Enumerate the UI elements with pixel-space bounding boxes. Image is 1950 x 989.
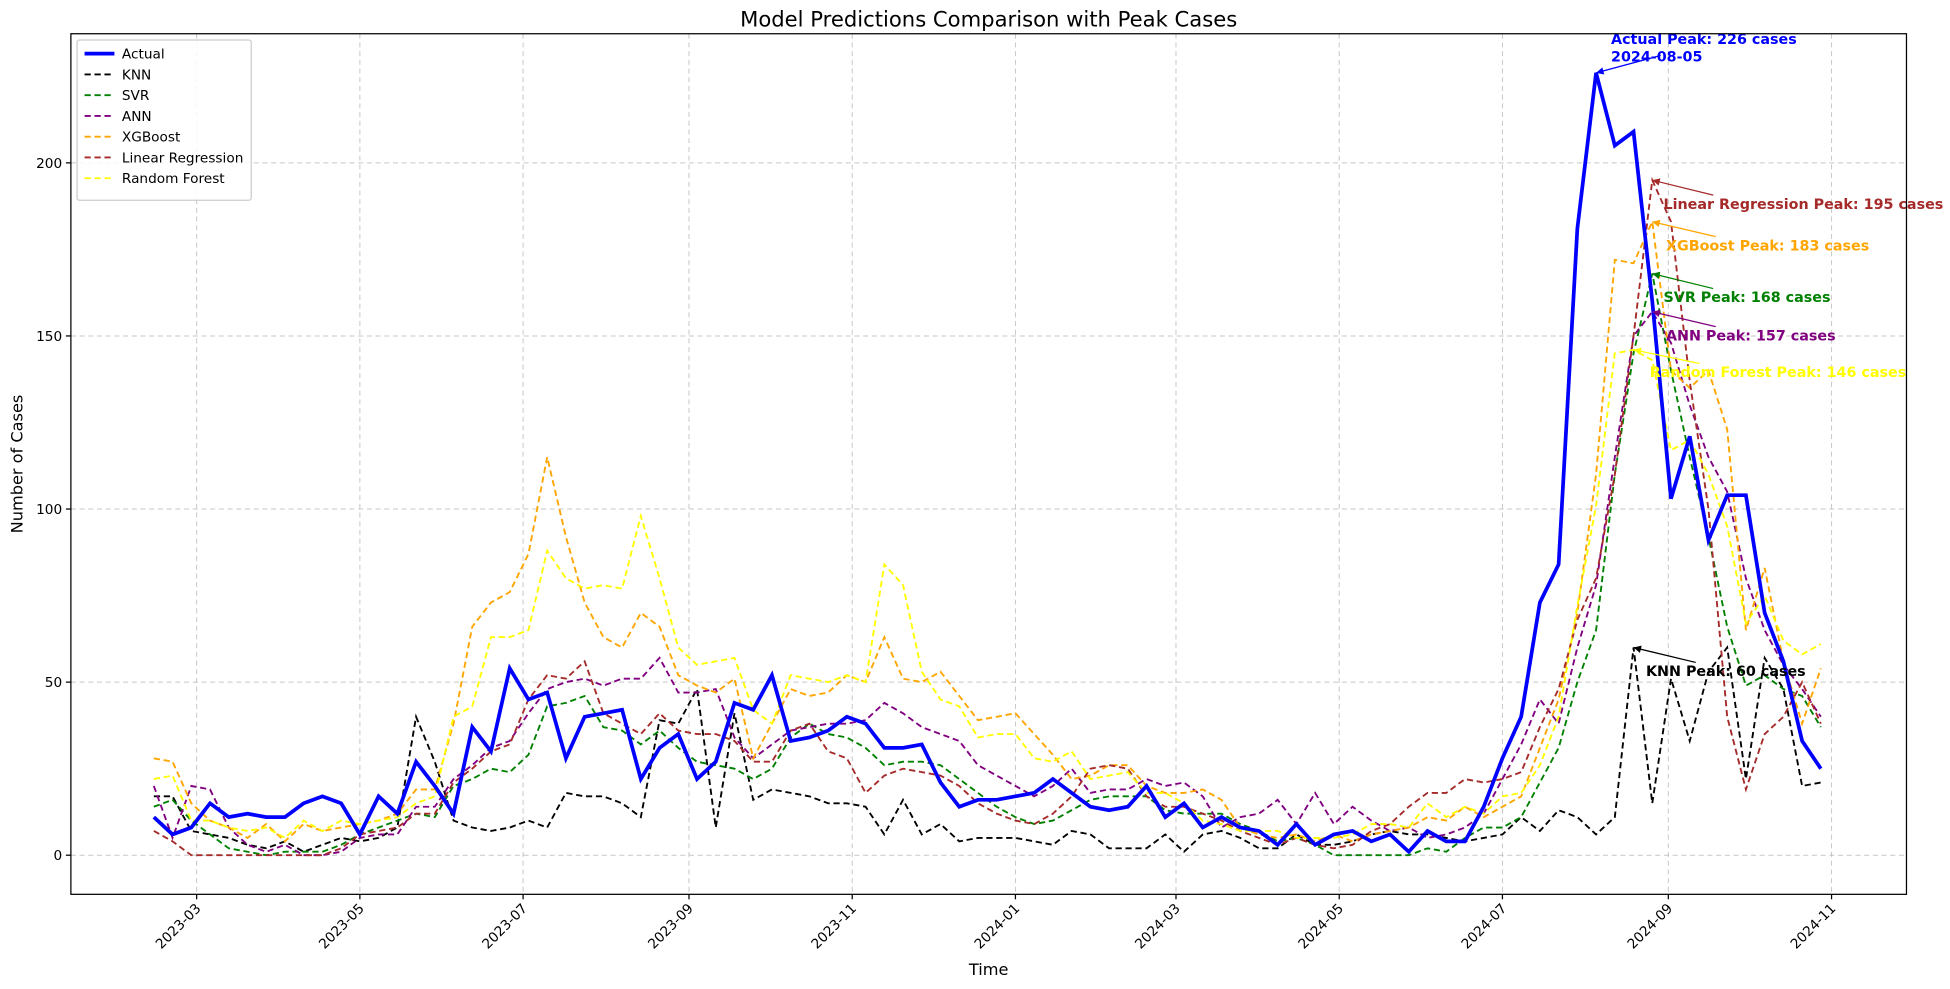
annotation-arrow bbox=[1652, 221, 1716, 238]
series-line bbox=[152, 72, 1823, 855]
legend-box bbox=[76, 39, 252, 201]
y-tick-label: 200 bbox=[36, 156, 62, 172]
annotation: ANN Peak: 157 cases bbox=[1652, 309, 1836, 344]
arrow-head bbox=[1652, 178, 1661, 186]
annotation-text: Linear Regression Peak: 195 cases bbox=[1663, 197, 1943, 213]
arrow-head bbox=[1652, 219, 1661, 228]
series-line bbox=[153, 176, 1822, 857]
y-axis-label: Number of Cases bbox=[7, 395, 26, 534]
legend-label: KNN bbox=[122, 67, 151, 83]
annotation: SVR Peak: 168 cases bbox=[1652, 271, 1831, 306]
x-axis-label: Time bbox=[968, 960, 1009, 979]
series-line bbox=[153, 218, 1822, 843]
annotation-text: Actual Peak: 226 cases bbox=[1611, 32, 1797, 48]
series-line bbox=[153, 645, 1822, 854]
annotation-text: KNN Peak: 60 cases bbox=[1646, 664, 1806, 680]
legend-label: SVR bbox=[122, 88, 150, 104]
y-tick-label: 50 bbox=[45, 675, 62, 691]
legend-label: XGBoost bbox=[122, 130, 181, 146]
arrow-head bbox=[1652, 309, 1661, 318]
annotation: Random Forest Peak: 146 cases bbox=[1633, 347, 1907, 381]
annotation-text: 2024-08-05 bbox=[1611, 50, 1702, 66]
annotation: KNN Peak: 60 cases bbox=[1633, 645, 1806, 680]
annotation: Linear Regression Peak: 195 cases bbox=[1652, 178, 1943, 213]
arrow-head bbox=[1596, 67, 1605, 75]
annotation-text: SVR Peak: 168 cases bbox=[1663, 290, 1830, 306]
legend-label: Actual bbox=[122, 47, 165, 63]
y-tick-label: 0 bbox=[53, 848, 62, 864]
legend-label: ANN bbox=[122, 109, 152, 125]
arrow-head bbox=[1633, 645, 1642, 653]
annotation-arrow bbox=[1595, 54, 1661, 74]
annotation-arrow bbox=[1652, 273, 1714, 290]
annotation-arrow bbox=[1652, 179, 1714, 196]
chart-title: Model Predictions Comparison with Peak C… bbox=[740, 6, 1237, 31]
series-line bbox=[152, 310, 1822, 857]
y-tick-label: 150 bbox=[36, 329, 62, 345]
series-line bbox=[153, 348, 1822, 840]
annotation: XGBoost Peak: 183 cases bbox=[1652, 219, 1869, 254]
legend-label: Random Forest bbox=[122, 171, 225, 187]
y-tick-label: 100 bbox=[36, 502, 62, 518]
annotation-text: ANN Peak: 157 cases bbox=[1666, 328, 1836, 344]
legend-label: Linear Regression bbox=[122, 150, 243, 166]
annotation: Actual Peak: 226 cases 2024-08-05 bbox=[1595, 32, 1797, 75]
arrow-head bbox=[1652, 271, 1661, 280]
arrow-head bbox=[1633, 347, 1642, 355]
annotation-arrow bbox=[1633, 646, 1696, 664]
plot-frame bbox=[70, 33, 1908, 895]
annotation-text: XGBoost Peak: 183 cases bbox=[1666, 238, 1869, 254]
annotation-text: Random Forest Peak: 146 cases bbox=[1650, 365, 1907, 381]
annotation-arrow bbox=[1633, 349, 1700, 365]
annotation-arrow bbox=[1652, 311, 1716, 328]
